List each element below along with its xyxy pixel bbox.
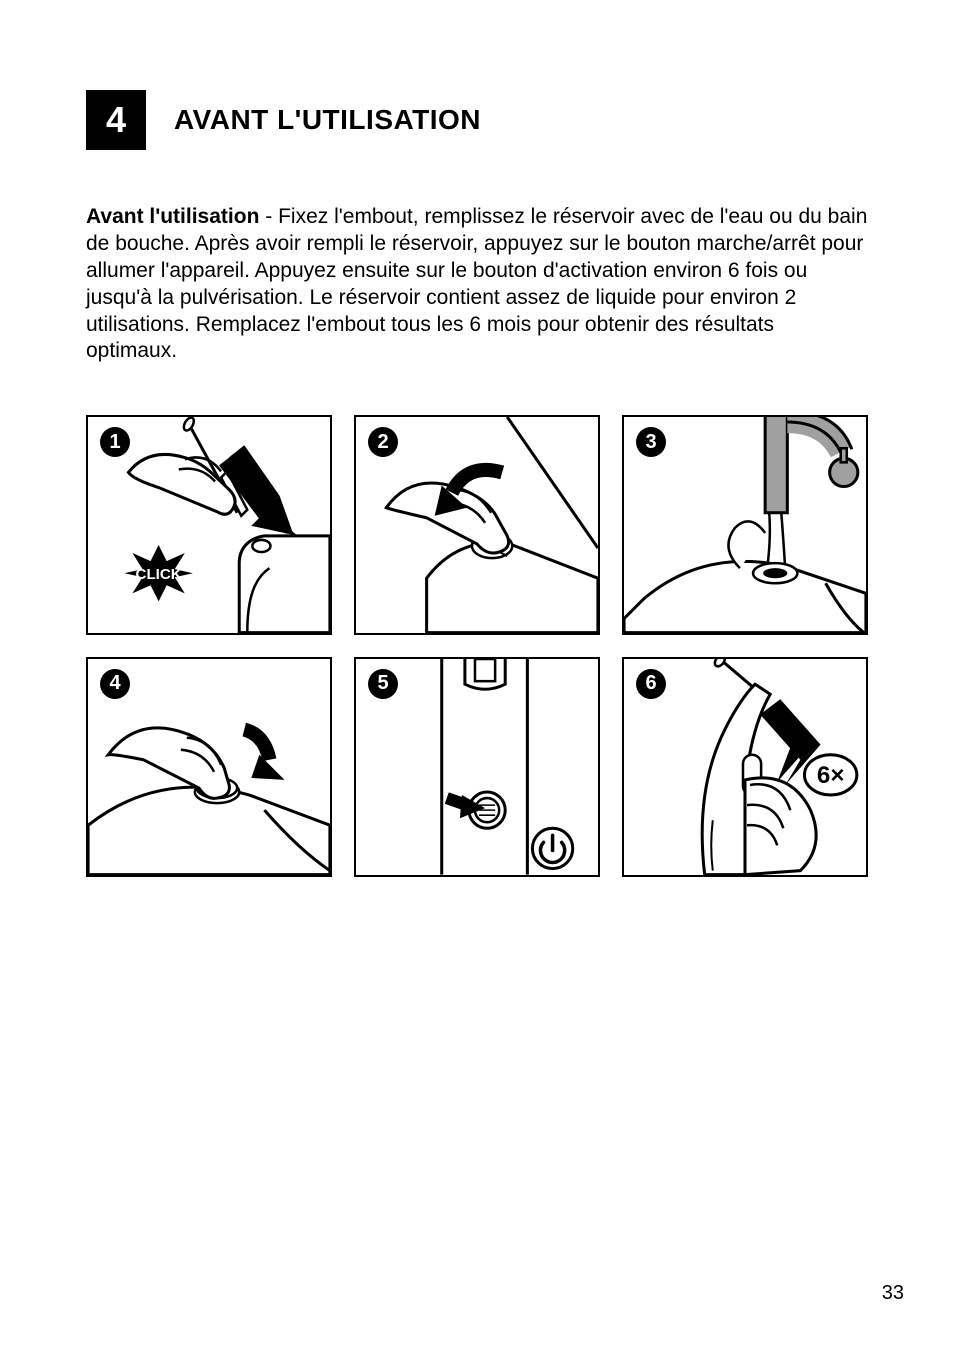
step-badge: 5 bbox=[368, 669, 398, 699]
click-label: CLICK bbox=[136, 566, 182, 583]
step-panel-6: 6 bbox=[622, 657, 868, 877]
step-badge: 4 bbox=[100, 669, 130, 699]
step-panel-1: 1 bbox=[86, 415, 332, 635]
section-number-badge: 4 bbox=[86, 90, 146, 150]
steps-grid: 1 bbox=[86, 415, 868, 876]
step-panel-5: 5 bbox=[354, 657, 600, 877]
section-title: AVANT L'UTILISATION bbox=[174, 104, 481, 136]
six-times-label: 6× bbox=[817, 762, 845, 789]
manual-page: 4 AVANT L'UTILISATION Avant l'utilisatio… bbox=[0, 0, 954, 1345]
section-header: 4 AVANT L'UTILISATION bbox=[86, 90, 868, 150]
step-panel-2: 2 bbox=[354, 415, 600, 635]
paragraph-body: Fixez l'embout, remplissez le réservoir … bbox=[86, 205, 867, 362]
step-panel-3: 3 bbox=[622, 415, 868, 635]
instruction-paragraph: Avant l'utilisation - Fixez l'embout, re… bbox=[86, 204, 868, 365]
step-panel-4: 4 bbox=[86, 657, 332, 877]
step-badge: 6 bbox=[636, 669, 666, 699]
paragraph-lead: Avant l'utilisation bbox=[86, 205, 259, 228]
page-number: 33 bbox=[882, 1282, 904, 1305]
paragraph-separator: - bbox=[259, 205, 278, 228]
